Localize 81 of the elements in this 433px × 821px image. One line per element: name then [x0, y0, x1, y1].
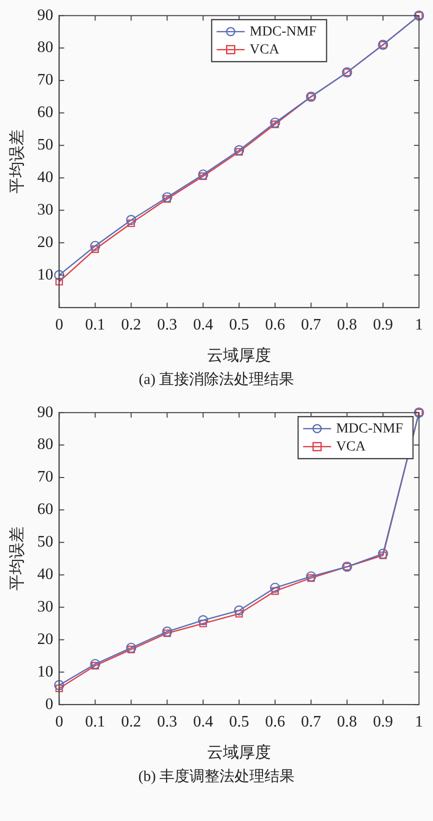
point — [270, 118, 280, 128]
y-tick-label: 10 — [37, 266, 54, 284]
point — [271, 120, 279, 128]
point — [90, 240, 100, 252]
x-tick-label: 0.3 — [157, 316, 178, 334]
y-tick-label: 10 — [37, 663, 54, 680]
point — [55, 278, 63, 286]
point — [307, 574, 315, 582]
x-tick-label: 0.4 — [193, 316, 214, 334]
x-tick-label: 0.8 — [337, 316, 358, 334]
x-tick-label: 1 — [415, 316, 423, 334]
legend-label: VCA — [250, 42, 280, 58]
x-tick-label: 0.1 — [85, 316, 106, 334]
point — [235, 610, 243, 618]
point — [378, 548, 388, 559]
x-tick-label: 0.6 — [265, 713, 286, 730]
point — [90, 658, 100, 670]
legend-label: MDC-NMF — [336, 421, 404, 436]
x-tick-label: 0.5 — [229, 316, 250, 334]
y-axis-title: 平均误差 — [8, 526, 26, 591]
y-tick-label: 20 — [37, 234, 54, 251]
y-tick-label: 90 — [37, 404, 54, 421]
x-tick-label: 0.9 — [373, 713, 394, 730]
x-axis-title: 云域厚度 — [207, 744, 272, 762]
x-tick-label: 0.1 — [85, 713, 106, 730]
x-tick-label: 0.2 — [121, 316, 142, 334]
x-tick-label: 0.3 — [157, 713, 178, 730]
y-tick-label: 20 — [37, 630, 54, 648]
y-tick-label: 40 — [37, 566, 54, 584]
point — [127, 219, 135, 228]
point — [126, 642, 136, 653]
point — [271, 587, 279, 595]
point — [127, 646, 135, 654]
y-tick-label: 70 — [37, 468, 54, 486]
y-tick-label: 60 — [37, 104, 54, 122]
point — [54, 680, 64, 690]
x-tick-label: 0.4 — [193, 713, 214, 730]
point — [379, 552, 387, 560]
y-tick-label: 40 — [37, 169, 54, 186]
point — [199, 620, 207, 628]
point — [235, 148, 243, 156]
point — [234, 605, 244, 616]
y-tick-label: 80 — [37, 436, 54, 454]
point — [163, 629, 171, 638]
y-tick-label: 70 — [37, 72, 54, 89]
y-tick-label: 60 — [37, 501, 54, 518]
point — [162, 626, 172, 637]
point — [198, 615, 208, 626]
y-tick-label: 90 — [37, 6, 54, 24]
y-tick-label: 30 — [37, 201, 54, 218]
y-tick-label: 80 — [37, 39, 54, 56]
legend-label: VCA — [336, 439, 367, 454]
legend-label: MDC-NMF — [250, 24, 317, 40]
point — [91, 662, 99, 670]
text: (b) 丰度调整法处理结果 — [137, 767, 296, 786]
y-tick-label: 0 — [45, 696, 54, 713]
point — [54, 270, 64, 280]
x-axis-title: 云域厚度 — [207, 346, 272, 365]
point — [162, 192, 172, 202]
point — [270, 582, 280, 593]
x-tick-label: 0.8 — [337, 713, 358, 730]
point — [126, 214, 136, 226]
point — [306, 571, 316, 582]
y-tick-label: 50 — [37, 136, 54, 154]
point — [55, 684, 63, 692]
point — [234, 145, 244, 156]
x-tick-label: 0.7 — [301, 713, 322, 730]
x-tick-label: 1 — [415, 713, 423, 730]
x-tick-label: 0.6 — [265, 316, 286, 334]
y-tick-label: 30 — [37, 598, 54, 616]
x-tick-label: 0.7 — [301, 316, 322, 334]
y-axis-title: 平均误差 — [8, 130, 26, 194]
point — [163, 195, 171, 203]
y-tick-label: 50 — [37, 534, 54, 551]
x-tick-label: 0.9 — [373, 316, 394, 334]
x-tick-label: 0.5 — [229, 713, 250, 730]
point — [91, 245, 99, 253]
x-tick-label: 0.2 — [121, 713, 142, 730]
text: (a) 直接消除法处理结果 — [138, 370, 296, 389]
point — [199, 172, 207, 180]
point — [198, 169, 208, 180]
